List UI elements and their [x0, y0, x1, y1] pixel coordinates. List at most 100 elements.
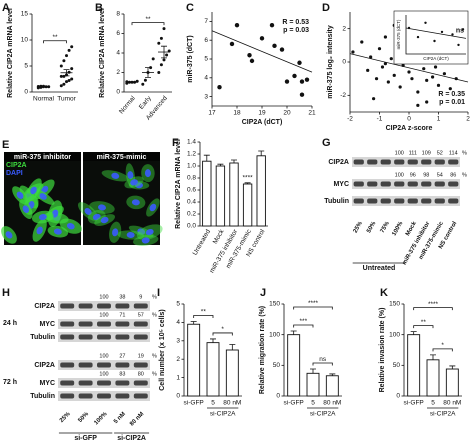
- y-axis-label: Relative migration rate (%): [259, 306, 266, 394]
- data-point: [377, 47, 382, 51]
- nucleus: [144, 169, 151, 178]
- data-point: [59, 84, 63, 88]
- data-point: [425, 100, 429, 104]
- nucleus: [126, 231, 135, 239]
- error-bar: [290, 330, 297, 335]
- significance-bracket: [432, 348, 453, 352]
- blot-band: [133, 380, 148, 386]
- x-tick-label: 80 nM: [443, 400, 461, 407]
- y-tick-label: 8: [116, 11, 120, 18]
- data-point: [386, 80, 390, 84]
- section-label: 24 h: [3, 320, 17, 327]
- group-label: Untreated: [363, 265, 396, 272]
- error-bar: [449, 365, 456, 370]
- significance: *: [221, 326, 224, 333]
- blot-band: [60, 321, 75, 327]
- significance: *: [441, 342, 444, 349]
- nucleus: [39, 193, 47, 200]
- bar: [445, 368, 459, 397]
- nucleus: [100, 216, 109, 224]
- blot-band: [78, 334, 93, 340]
- data-point: [62, 59, 66, 63]
- data-point: [70, 77, 74, 81]
- y-tick-label: 0.6: [187, 187, 196, 194]
- nucleus: [36, 226, 43, 235]
- blot-band: [434, 159, 445, 165]
- x-tick-label: Normal: [33, 96, 55, 103]
- significance: **: [201, 309, 207, 316]
- significance: ****: [428, 301, 439, 308]
- quant-label: 96: [410, 172, 416, 178]
- inset-point: [451, 33, 454, 36]
- data-point: [157, 41, 161, 45]
- x-tick-label: 18: [233, 110, 241, 117]
- x-axis-label: CIP2A (dCT): [242, 119, 283, 126]
- inset-point: [433, 39, 436, 43]
- panel-letter: B: [95, 2, 103, 14]
- data-point: [70, 67, 74, 71]
- panel-letter: K: [380, 287, 388, 299]
- channel-label: CIP2A: [6, 162, 27, 169]
- y-axis-label: Relative invasion rate (%): [379, 308, 386, 393]
- panel-letter: E: [2, 139, 9, 151]
- y-tick-label: 3: [176, 338, 180, 345]
- y-tick-label: 0: [176, 393, 180, 400]
- blot-band: [353, 181, 364, 187]
- data-point: [62, 74, 66, 78]
- y-tick-label: 2: [176, 356, 180, 363]
- y-axis-label: Cell number (x 10⁵ cells): [159, 309, 166, 390]
- lane-label: Mock: [405, 220, 418, 237]
- lane-label: 50%: [77, 411, 90, 424]
- data-point: [433, 65, 438, 69]
- y-tick-label: 0: [276, 393, 280, 400]
- y-tick-label: 100: [389, 331, 400, 338]
- blot-row-label: MYC: [39, 380, 55, 387]
- y-tick-label: 10: [21, 37, 29, 44]
- blot-band: [97, 321, 111, 327]
- error-bar: [40, 86, 47, 88]
- significance-bracket: [131, 22, 165, 26]
- y-tick-label: 2: [116, 69, 120, 76]
- data-point: [272, 43, 277, 49]
- group-label: si-GFP: [74, 435, 97, 442]
- quant-unit: %: [152, 371, 157, 377]
- blot-band: [60, 362, 75, 368]
- blot-band: [133, 303, 148, 309]
- blot-band: [115, 362, 130, 368]
- data-point: [297, 60, 302, 65]
- data-point: [59, 74, 63, 78]
- y-tick-label: 0: [116, 89, 120, 96]
- x-tick-label: 17: [208, 110, 216, 117]
- panel-letter: J: [260, 287, 266, 299]
- blot-row-label: CIP2A: [34, 303, 55, 310]
- lane-label: 100%: [391, 220, 404, 237]
- x-tick-label: 80 nM: [223, 400, 241, 407]
- nucleus: [130, 179, 138, 186]
- significance-bracket: [293, 324, 314, 328]
- trendline: [349, 53, 469, 83]
- x-tick-label: Normal: [118, 94, 137, 115]
- x-tick-label: 0: [407, 116, 411, 123]
- blot-band: [115, 303, 130, 309]
- data-point: [67, 48, 71, 52]
- bar: [407, 334, 421, 397]
- blot-band: [78, 393, 93, 399]
- y-tick-label: 1.4: [187, 139, 196, 146]
- panel-letter: F: [172, 137, 179, 149]
- blot-strip: [352, 179, 460, 189]
- bar: [242, 183, 253, 227]
- x-tick-label: 5: [311, 400, 315, 407]
- x-tick-label: 19: [258, 110, 266, 117]
- blot-band: [448, 159, 459, 165]
- group-label: si-CIP2A: [310, 411, 336, 418]
- quant-label: 114: [449, 150, 458, 156]
- y-tick-label: 6: [116, 30, 120, 37]
- data-point: [392, 73, 396, 77]
- blot-band: [97, 303, 111, 309]
- nucleus: [16, 191, 24, 199]
- quant-label: 71: [119, 312, 125, 318]
- data-point: [217, 85, 222, 90]
- quant-label: 100: [395, 150, 404, 156]
- data-point: [383, 35, 387, 39]
- blot-band: [353, 159, 364, 165]
